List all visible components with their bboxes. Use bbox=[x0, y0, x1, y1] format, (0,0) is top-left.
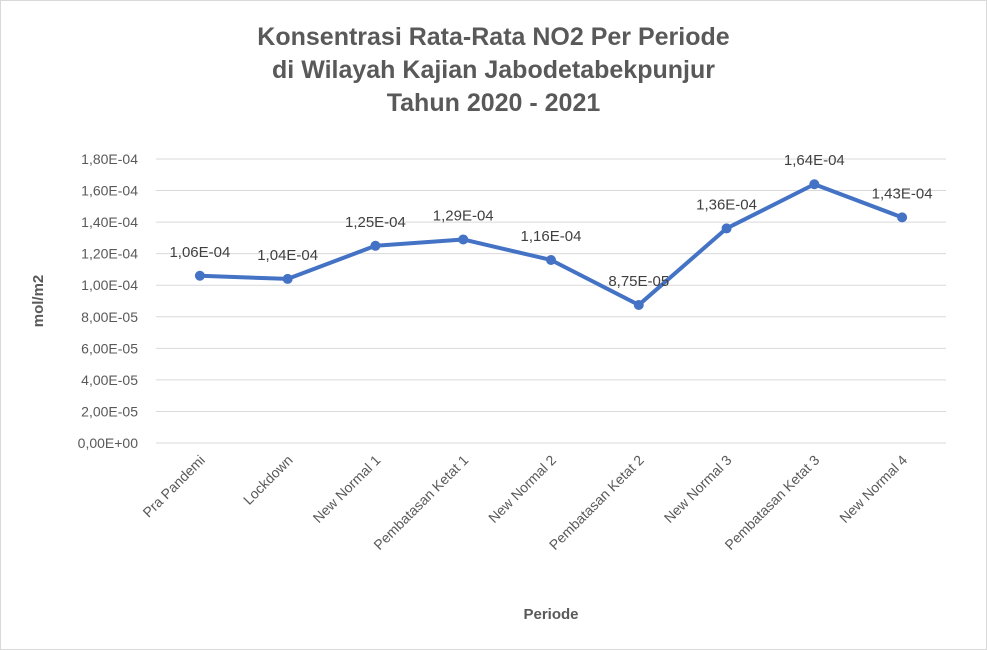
x-tick-label: Lockdown bbox=[240, 452, 296, 508]
data-label: 1,36E-04 bbox=[696, 196, 757, 213]
data-label: 1,04E-04 bbox=[257, 247, 318, 264]
data-point bbox=[546, 254, 556, 265]
data-point bbox=[809, 179, 820, 190]
data-point bbox=[633, 299, 644, 310]
x-tick-label: Pembatasan Ketat 3 bbox=[721, 452, 822, 553]
data-point bbox=[370, 240, 381, 251]
data-label: 1,43E-04 bbox=[872, 185, 933, 202]
gridlines bbox=[156, 158, 946, 444]
y-tick-label: 1,20E-04 bbox=[81, 246, 138, 262]
data-label: 8,75E-05 bbox=[608, 273, 669, 290]
y-tick-label: 0,00E+00 bbox=[78, 435, 139, 451]
data-point bbox=[721, 223, 732, 234]
y-tick-label: 1,60E-04 bbox=[81, 183, 138, 199]
data-point bbox=[194, 270, 205, 281]
chart-title-line-2: di Wilayah Kajian Jabodetabekpunjur bbox=[272, 56, 715, 84]
data-labels: 1,06E-04 1,04E-04 1,25E-04 1,29E-04 1,16E-04… bbox=[169, 152, 932, 290]
series-group bbox=[194, 179, 908, 310]
y-tick-label: 1,80E-04 bbox=[81, 151, 138, 167]
data-label: 1,16E-04 bbox=[521, 228, 582, 245]
y-tick-label: 8,00E-05 bbox=[81, 309, 138, 325]
data-label: 1,06E-04 bbox=[169, 244, 230, 261]
y-tick-label: 1,40E-04 bbox=[81, 214, 138, 230]
x-tick-label: Pra Pandemi bbox=[139, 452, 208, 521]
y-axis-ticks: 0,00E+00 2,00E-05 4,00E-05 6,00E-05 8,00E-05… bbox=[78, 151, 139, 451]
data-point bbox=[458, 234, 469, 245]
x-tick-label: New Normal 1 bbox=[310, 452, 384, 526]
x-tick-label: Pembatasan Ketat 2 bbox=[546, 452, 647, 553]
chart-title-line-3: Tahun 2020 - 2021 bbox=[386, 89, 601, 117]
chart-title: Konsentrasi Rata-Rata NO2 Per Periode di… bbox=[1, 21, 986, 120]
y-tick-label: 6,00E-05 bbox=[81, 340, 138, 356]
chart-title-line-1: Konsentrasi Rata-Rata NO2 Per Periode bbox=[257, 23, 730, 51]
data-label: 1,25E-04 bbox=[345, 214, 406, 231]
data-point bbox=[897, 212, 908, 223]
y-tick-label: 1,00E-04 bbox=[81, 277, 138, 293]
data-point bbox=[282, 273, 293, 284]
y-axis-title: mol/m2 bbox=[30, 275, 47, 328]
x-tick-label: New Normal 3 bbox=[661, 452, 735, 526]
x-tick-label: New Normal 2 bbox=[485, 452, 559, 526]
x-tick-label: Pembatasan Ketat 1 bbox=[370, 452, 471, 553]
x-tick-label: New Normal 4 bbox=[836, 452, 910, 526]
x-axis-title: Periode bbox=[523, 606, 578, 623]
y-tick-label: 4,00E-05 bbox=[81, 372, 138, 388]
x-axis-ticks: Pra Pandemi Lockdown New Normal 1Pembatasa… bbox=[139, 452, 910, 553]
data-label: 1,64E-04 bbox=[784, 152, 845, 169]
data-label: 1,29E-04 bbox=[433, 207, 494, 224]
y-tick-label: 2,00E-05 bbox=[81, 403, 138, 419]
